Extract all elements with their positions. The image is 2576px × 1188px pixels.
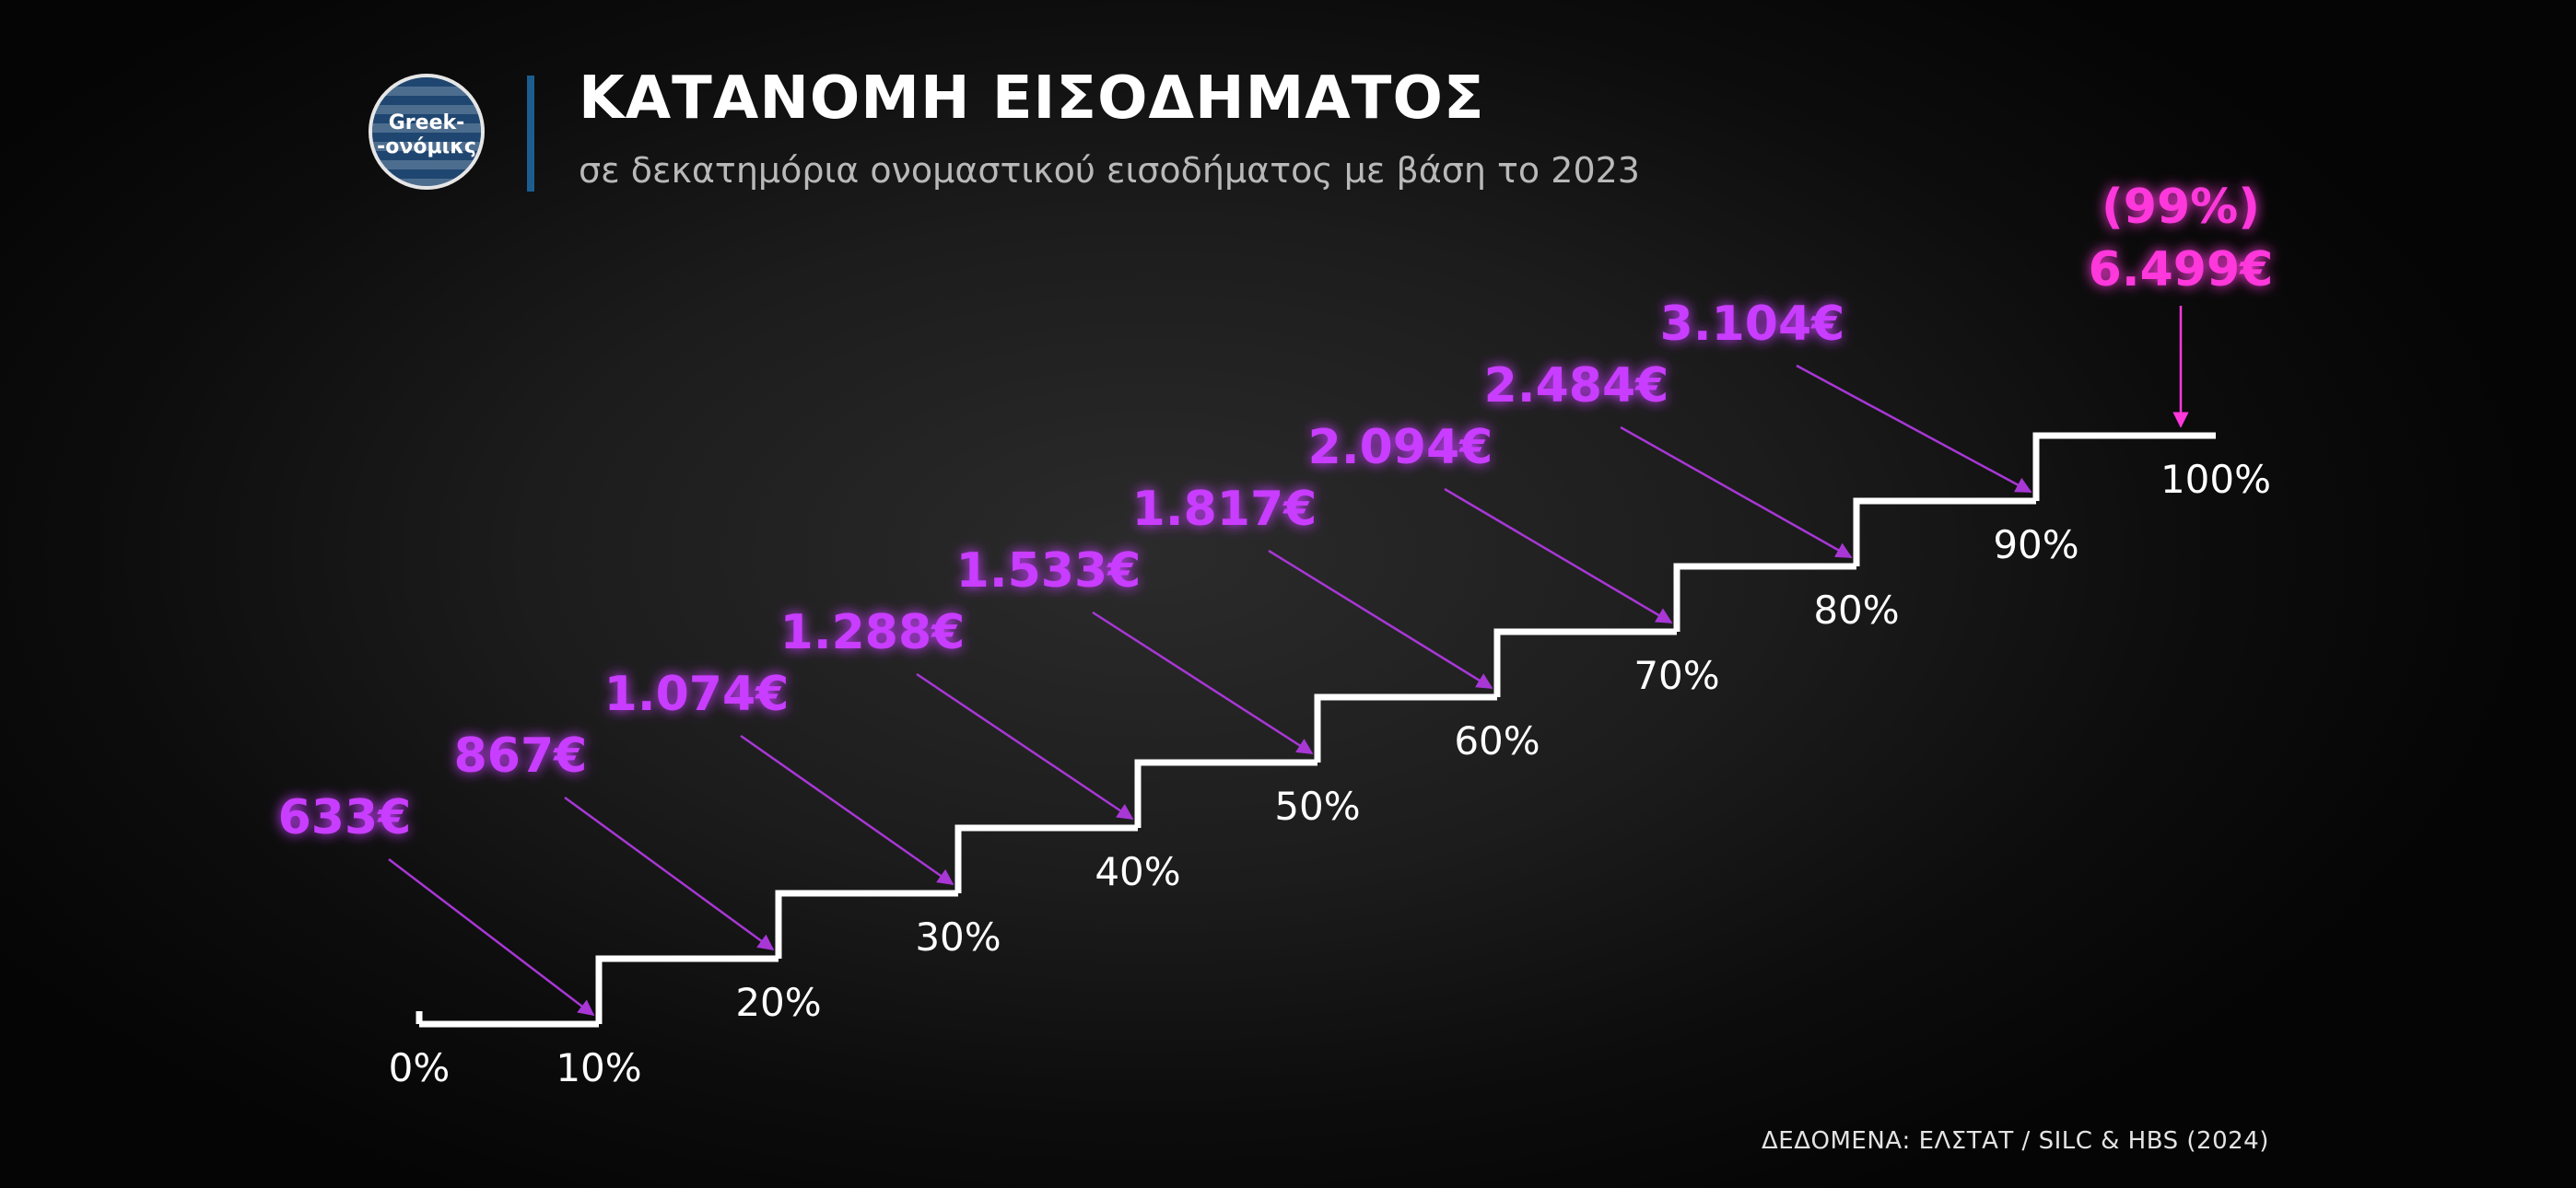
page-subtitle: σε δεκατημόρια ονομαστικού εισοδήματος μ… <box>579 150 1640 191</box>
stair-step-3 <box>775 890 958 959</box>
tick-label-50pct: 50% <box>1274 784 1360 829</box>
value-label-decile-9: 3.104€ <box>1660 297 1845 352</box>
arrow-decile-6 <box>1268 549 1493 690</box>
value-label-decile-2: 867€ <box>454 728 588 784</box>
arrow-decile-2 <box>564 796 775 951</box>
brand-line-1: Greek- <box>388 111 465 134</box>
stair-step-8 <box>1673 563 1856 632</box>
value-label-decile-5: 1.533€ <box>956 543 1142 599</box>
stair-step-6 <box>1314 693 1497 763</box>
title-accent-bar <box>527 76 534 192</box>
value-label-decile-3: 1.074€ <box>604 667 790 722</box>
data-source-note: ΔΕΔΟΜΕΝΑ: ΕΛΣΤΑΤ / SILC & HBS (2024) <box>1762 1127 2269 1155</box>
arrow-decile-8 <box>1620 425 1853 559</box>
tick-label-10pct: 10% <box>556 1045 641 1090</box>
greek-flag-icon <box>372 77 481 186</box>
arrow-decile-4 <box>916 672 1134 821</box>
tick-label-0pct: 0% <box>389 1045 451 1090</box>
value-label-decile-4: 1.288€ <box>780 605 966 660</box>
page-title: ΚΑΤΑΝΟΜΗ ΕΙΣΟΔΗΜΑΤΟΣ <box>579 64 1485 133</box>
arrow-decile-3 <box>740 734 954 886</box>
tick-label-100pct: 100% <box>2160 457 2271 502</box>
tick-label-60pct: 60% <box>1454 718 1540 763</box>
value-label-decile-7: 2.094€ <box>1308 420 1493 475</box>
arrow-decile-5 <box>1092 611 1314 755</box>
tick-label-40pct: 40% <box>1095 849 1180 894</box>
tick-label-30pct: 30% <box>915 914 1001 960</box>
value-label-decile-10: 6.499€ <box>2089 242 2274 297</box>
arrow-decile-7 <box>1444 487 1673 624</box>
tick-label-90pct: 90% <box>1993 522 2078 567</box>
tick-label-20pct: 20% <box>735 980 821 1025</box>
arrow-decile-1 <box>388 858 595 1017</box>
stair-step-10 <box>2032 432 2216 501</box>
value-label-decile-6: 1.817€ <box>1132 482 1317 537</box>
brand-line-2: -ονόμικς <box>377 135 476 158</box>
stair-step-4 <box>954 824 1138 893</box>
value-label-decile-8: 2.484€ <box>1484 358 1669 413</box>
stair-step-5 <box>1134 759 1317 828</box>
stair-step-7 <box>1493 628 1677 697</box>
stair-step-2 <box>595 955 779 1024</box>
tick-label-70pct: 70% <box>1633 653 1719 698</box>
tick-label-80pct: 80% <box>1813 588 1899 633</box>
arrow-decile-9 <box>1796 364 2032 494</box>
value-label-decile-1: 633€ <box>278 790 412 845</box>
stair-step-9 <box>1853 497 2036 566</box>
brand-logo: Greek- -ονόμικς <box>369 74 485 190</box>
top-percentile-annotation: (99%) <box>2102 180 2260 235</box>
